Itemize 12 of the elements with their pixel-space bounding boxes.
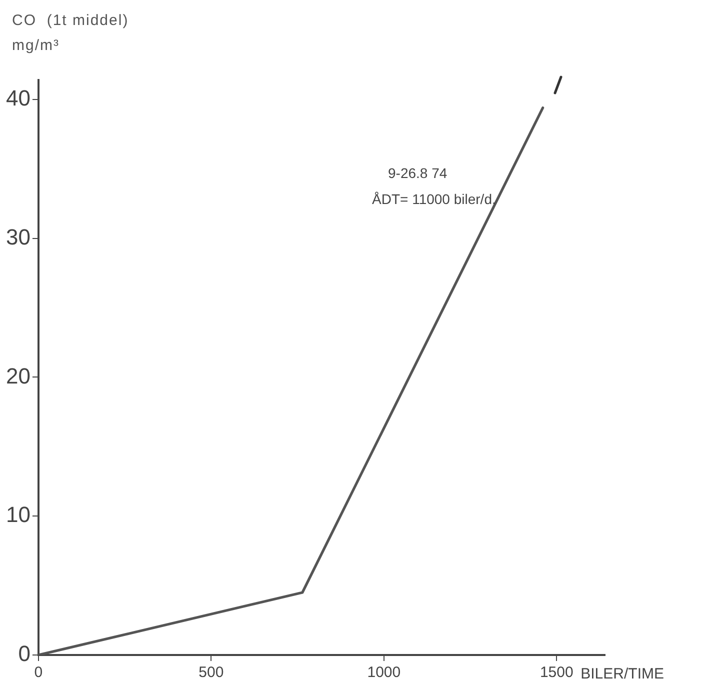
annotation: ÅDT= 11000 biler/d. <box>372 190 496 209</box>
y-axis-title: CO (1t middel) mg/m³ <box>12 11 129 56</box>
y-tick-label: 10 <box>6 502 30 528</box>
x-tick-label: 1500 <box>540 664 574 682</box>
x-axis-title: BILER/TIME <box>580 666 664 683</box>
annotation: 9-26.8 74 <box>387 164 448 183</box>
y-tick-label: 40 <box>6 86 30 111</box>
x-tick-label: 1000 <box>367 664 401 682</box>
y-tick-label: 30 <box>6 224 30 250</box>
x-tick-label: 0 <box>34 664 43 682</box>
x-tick-label: 500 <box>198 664 224 682</box>
y-tick-label: 20 <box>6 363 30 388</box>
